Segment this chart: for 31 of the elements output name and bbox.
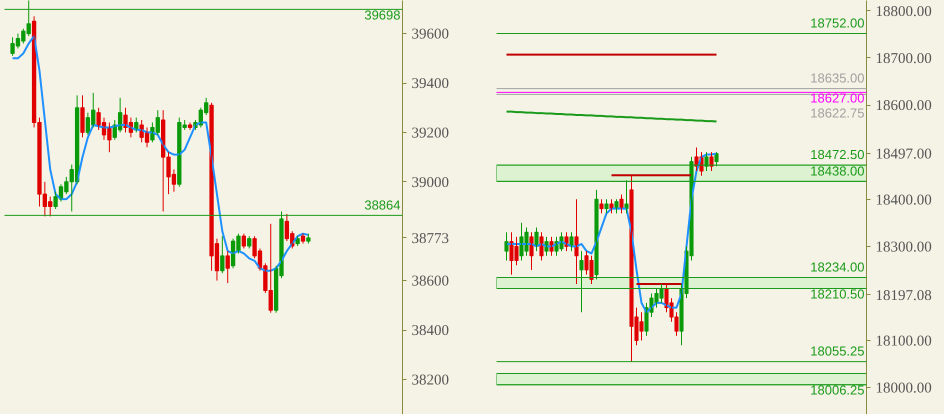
y-tick-label: 18497.00 <box>876 146 932 163</box>
y-tick-label: 18600.00 <box>876 98 932 114</box>
y-tick-label: 18400.00 <box>876 192 932 208</box>
y-tick-label: 18800.00 <box>876 4 932 20</box>
y-tick-label: 18700.00 <box>876 50 932 67</box>
ref-line-label: 18006.25 <box>810 382 865 398</box>
y-tick-label: 39600 <box>412 26 449 43</box>
ref-line-label: 18472.50 <box>810 147 865 162</box>
y-tick-label: 39000 <box>412 174 449 191</box>
y-tick-label: 18197.08 <box>876 288 932 304</box>
y-tick-label: 38400 <box>412 323 449 340</box>
y-tick-label: 38200 <box>412 372 449 388</box>
ref-line-label: 18622.75 <box>810 105 865 120</box>
ref-line-label: 38864 <box>364 197 401 212</box>
y-tick-label: 38600 <box>412 274 449 290</box>
ref-line-label: 18234.00 <box>810 259 865 274</box>
y-tick-label: 18000.00 <box>876 380 932 397</box>
ref-line-label: 18635.00 <box>810 70 865 86</box>
ref-line-label: 18210.50 <box>810 286 865 302</box>
y-tick-label: 39200 <box>412 125 449 142</box>
ref-line-label: 18438.00 <box>810 163 865 178</box>
y-tick-label: 18100.00 <box>876 334 932 350</box>
y-tick-label: 38773 <box>412 230 449 247</box>
y-tick-label: 18300.00 <box>876 239 932 256</box>
ref-line-label: 18627.00 <box>810 90 865 106</box>
line-series <box>506 110 718 123</box>
ref-line-label: 18752.00 <box>810 15 865 30</box>
ref-line-label: 39698 <box>364 7 401 22</box>
line-series <box>12 35 310 272</box>
ref-line-label: 18055.25 <box>810 344 865 359</box>
y-tick-label: 39400 <box>412 76 449 92</box>
